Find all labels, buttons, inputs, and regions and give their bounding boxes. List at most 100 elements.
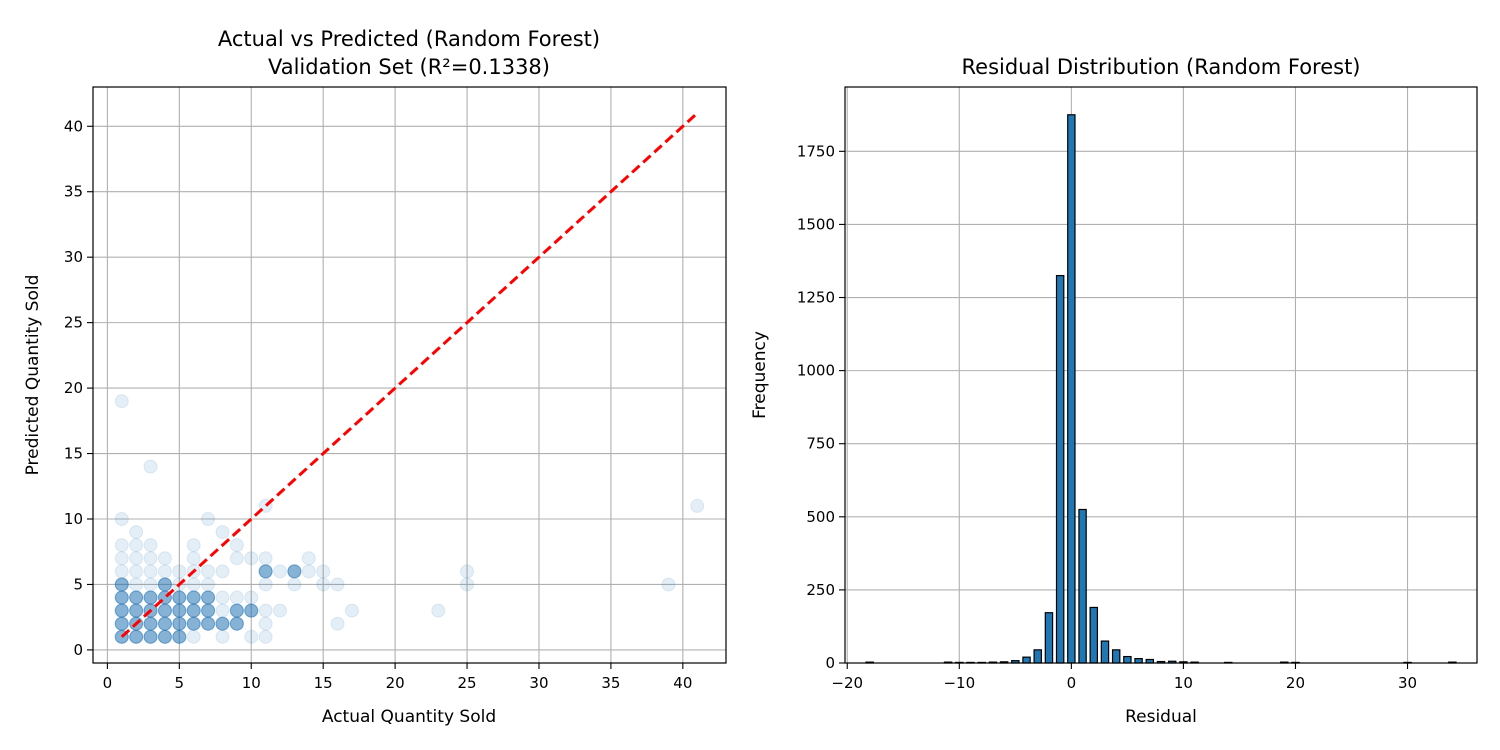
scatter-point	[129, 577, 144, 592]
scatter-point	[186, 590, 201, 605]
scatter-point	[201, 603, 216, 618]
scatter-point	[143, 616, 158, 631]
histogram-bar	[1134, 658, 1143, 664]
histogram-bar	[1111, 649, 1121, 664]
scatter-point	[201, 603, 216, 618]
scatter-point	[157, 629, 172, 644]
scatter-point	[172, 590, 187, 605]
histogram-y-axis-label: Frequency	[750, 331, 770, 419]
scatter-point	[330, 577, 345, 592]
scatter-point	[157, 629, 172, 644]
scatter-point	[129, 603, 144, 618]
scatter-point	[129, 629, 144, 644]
scatter-point	[258, 564, 273, 579]
scatter-point	[229, 603, 244, 618]
scatter-point	[172, 616, 187, 631]
scatter-point	[129, 590, 144, 605]
scatter-point	[143, 459, 158, 474]
scatter-point	[114, 551, 129, 566]
scatter-point	[201, 616, 216, 631]
scatter-point	[114, 394, 129, 409]
scatter-point	[186, 603, 201, 618]
scatter-point	[157, 603, 172, 618]
scatter-point	[229, 616, 244, 631]
scatter-point	[186, 616, 201, 631]
scatter-point	[114, 590, 129, 605]
scatter-point	[273, 603, 288, 618]
scatter-point	[229, 538, 244, 553]
scatter-point	[114, 577, 129, 592]
scatter-point	[143, 616, 158, 631]
scatter-y-tick-label: 35	[64, 183, 83, 201]
histogram-y-tick-label: 1750	[797, 142, 835, 160]
scatter-point	[172, 616, 187, 631]
histogram-bar	[1123, 655, 1132, 664]
scatter-point	[129, 603, 144, 618]
scatter-point	[215, 616, 230, 631]
scatter-point	[143, 564, 158, 579]
scatter-point	[201, 603, 216, 618]
scatter-point	[215, 525, 230, 540]
scatter-point	[157, 577, 172, 592]
scatter-point	[114, 603, 129, 618]
scatter-x-tick-label: 30	[529, 674, 548, 692]
histogram-title: Residual Distribution (Random Forest)	[962, 55, 1361, 79]
scatter-x-tick-label: 15	[314, 674, 333, 692]
scatter-point	[186, 616, 201, 631]
scatter-point	[229, 616, 244, 631]
scatter-point	[244, 603, 259, 618]
histogram-ticks: −20 −10 0 10 20 30 0 250 500 750 1000 1250 1500 1750	[797, 142, 1417, 692]
scatter-point	[129, 629, 144, 644]
scatter-point	[129, 590, 144, 605]
scatter-ticks: 0 5 10 15 20 25 30 35 40 0 5 10 15 20 25 30 35 40	[64, 117, 692, 692]
scatter-point	[129, 629, 144, 644]
scatter-point	[201, 590, 216, 605]
scatter-point	[258, 603, 273, 618]
scatter-point	[114, 616, 129, 631]
scatter-point	[157, 629, 172, 644]
scatter-point	[215, 616, 230, 631]
scatter-point	[244, 603, 259, 618]
scatter-point	[258, 577, 273, 592]
scatter-point	[114, 512, 129, 526]
scatter-point	[157, 616, 172, 631]
scatter-point	[287, 564, 302, 579]
scatter-point	[186, 616, 201, 631]
scatter-point	[186, 616, 201, 631]
scatter-point	[129, 590, 144, 605]
scatter-point	[258, 616, 273, 631]
scatter-point	[157, 616, 172, 631]
scatter-point	[172, 603, 187, 618]
scatter-point	[129, 603, 144, 618]
histogram-y-tick-label: 0	[825, 654, 835, 672]
scatter-point	[186, 616, 201, 631]
scatter-point	[201, 616, 216, 631]
scatter-point	[186, 538, 201, 553]
scatter-point	[244, 629, 259, 644]
scatter-point	[201, 590, 216, 605]
scatter-point	[258, 551, 273, 566]
scatter-point	[186, 590, 201, 605]
scatter-point	[215, 616, 230, 631]
histogram-x-tick-label: 10	[1174, 674, 1193, 692]
histogram-bars	[865, 114, 1457, 664]
scatter-point	[157, 616, 172, 631]
scatter-point	[157, 616, 172, 631]
scatter-point	[143, 629, 158, 644]
scatter-point	[172, 603, 187, 618]
scatter-point	[157, 629, 172, 644]
scatter-x-tick-label: 10	[242, 674, 261, 692]
scatter-point	[172, 603, 187, 618]
scatter-point	[186, 590, 201, 605]
scatter-point	[186, 603, 201, 618]
scatter-point	[258, 564, 273, 579]
scatter-point	[114, 577, 129, 592]
scatter-point	[143, 590, 158, 605]
scatter-point	[143, 590, 158, 605]
reference-line	[120, 112, 699, 638]
scatter-point	[129, 590, 144, 605]
scatter-point	[186, 603, 201, 618]
scatter-point	[215, 564, 230, 579]
scatter-point	[114, 616, 129, 631]
scatter-point	[229, 603, 244, 618]
